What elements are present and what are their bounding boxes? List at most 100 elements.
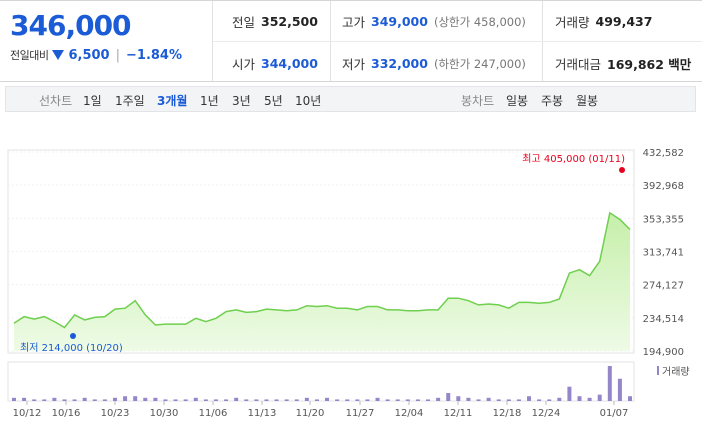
x-tick-label: 11/20	[296, 408, 325, 419]
volume-bar	[527, 396, 532, 401]
volume-bar	[567, 386, 572, 401]
stat-high: 고가 349,000 (상한가 458,000)	[342, 12, 526, 31]
volume-bar	[395, 399, 400, 401]
x-tick-label: 12/04	[395, 408, 424, 419]
volume-bar	[506, 399, 511, 401]
candle-daily-button[interactable]: 일봉	[506, 94, 529, 108]
high-label: 고가	[342, 15, 366, 30]
period-1w-button[interactable]: 1주일	[115, 94, 145, 108]
current-price: 346,000	[10, 9, 132, 42]
prev-close-value: 352,500	[261, 14, 318, 29]
volume-bar	[163, 399, 168, 401]
volume-bar	[426, 399, 431, 401]
upper-limit: (상한가 458,000)	[433, 14, 526, 29]
turnover-value: 169,862 백만	[607, 57, 692, 72]
change-amount: 6,500	[68, 47, 110, 63]
volume-bar	[405, 399, 410, 401]
volume-bar	[22, 397, 27, 401]
volume-bar	[577, 396, 582, 401]
volume-bar	[183, 399, 188, 401]
change-label: 전일대비	[10, 49, 49, 62]
volume-bar	[274, 399, 279, 401]
volume-bar	[12, 397, 16, 401]
volume-bar	[486, 397, 491, 401]
stat-prev-close: 전일 352,500	[232, 12, 318, 31]
period-3m-button[interactable]: 3개월	[157, 94, 188, 108]
x-tick-label: 10/16	[52, 408, 81, 419]
prev-close-label: 전일	[232, 15, 256, 30]
volume-bar	[112, 397, 117, 401]
volume-bar	[42, 399, 47, 401]
volume-bar	[466, 397, 471, 401]
low-label: 저가	[342, 57, 366, 72]
chart-toolbar: 선차트 1일 1주일 3개월 1년 3년 5년 10년 봉차트 일봉 주봉 월봉	[5, 86, 696, 112]
volume-bar	[476, 399, 481, 401]
volume-bar	[537, 399, 542, 401]
volume-bar	[52, 397, 57, 401]
x-tick-label: 12/11	[444, 408, 473, 419]
volume-bar	[436, 397, 441, 401]
y-tick-label: 432,582	[643, 148, 684, 159]
volume-bar	[133, 396, 138, 401]
max-annotation: 최고 405,000 (01/11)	[522, 153, 625, 165]
period-3y-button[interactable]: 3년	[232, 94, 251, 108]
y-tick-label: 313,741	[643, 248, 684, 259]
stat-volume: 거래량 499,437	[555, 12, 652, 31]
volume-bar	[264, 399, 269, 401]
y-tick-label: 392,968	[643, 181, 684, 192]
volume-bar	[62, 399, 67, 401]
volume-bar	[446, 393, 451, 401]
line-chart-label: 선차트	[39, 94, 73, 108]
volume-bar	[284, 399, 289, 401]
separator: |	[115, 47, 120, 63]
period-5y-button[interactable]: 5년	[264, 94, 283, 108]
volume-bar	[123, 396, 128, 401]
volume-bar	[628, 396, 632, 401]
stat-low: 저가 332,000 (하한가 247,000)	[342, 54, 526, 73]
volume-bar	[355, 399, 360, 401]
candle-weekly-button[interactable]: 주봉	[541, 94, 564, 108]
volume-bar	[314, 399, 319, 401]
x-tick-label: 10/23	[101, 408, 130, 419]
period-1y-button[interactable]: 1년	[200, 94, 219, 108]
volume-bar	[557, 397, 562, 401]
volume-bar	[153, 397, 158, 401]
volume-bar	[143, 397, 148, 401]
volume-bar	[254, 399, 259, 401]
volume-bar	[102, 399, 107, 401]
x-tick-label: 12/24	[532, 408, 561, 419]
volume-bar	[72, 399, 77, 401]
stat-open: 시가 344,000	[232, 54, 318, 73]
volume-bar	[32, 399, 37, 401]
open-value: 344,000	[261, 56, 318, 71]
x-tick-label: 12/18	[493, 408, 522, 419]
volume-bar	[92, 399, 97, 401]
volume-bar	[234, 397, 239, 401]
candle-monthly-button[interactable]: 월봉	[576, 94, 599, 108]
volume-legend-swatch	[657, 366, 659, 375]
x-tick-label: 11/27	[346, 408, 375, 419]
price-line	[13, 211, 631, 329]
price-box: 346,000 전일대비 6,500 | −1.84%	[0, 1, 213, 81]
y-tick-label: 234,514	[643, 314, 684, 325]
x-tick-label: 01/07	[600, 408, 629, 419]
volume-bar	[597, 394, 602, 401]
y-tick-label: 194,900	[643, 347, 684, 358]
volume-value: 499,437	[595, 14, 653, 29]
y-tick-label: 274,127	[643, 281, 684, 292]
volume-bar	[415, 399, 420, 401]
volume-bar	[547, 399, 552, 401]
volume-bar	[617, 378, 622, 401]
high-value: 349,000	[371, 14, 428, 29]
volume-bar	[294, 399, 299, 401]
x-tick-label: 10/30	[150, 408, 179, 419]
volume-bar	[587, 397, 592, 401]
x-tick-label: 10/12	[13, 408, 42, 419]
volume-bar	[385, 399, 390, 401]
volume-bar	[607, 366, 612, 401]
stat-turnover: 거래대금 169,862 백만	[555, 54, 691, 73]
period-1d-button[interactable]: 1일	[83, 94, 102, 108]
period-10y-button[interactable]: 10년	[295, 94, 322, 108]
volume-bar	[345, 399, 350, 401]
volume-bar	[82, 397, 87, 401]
